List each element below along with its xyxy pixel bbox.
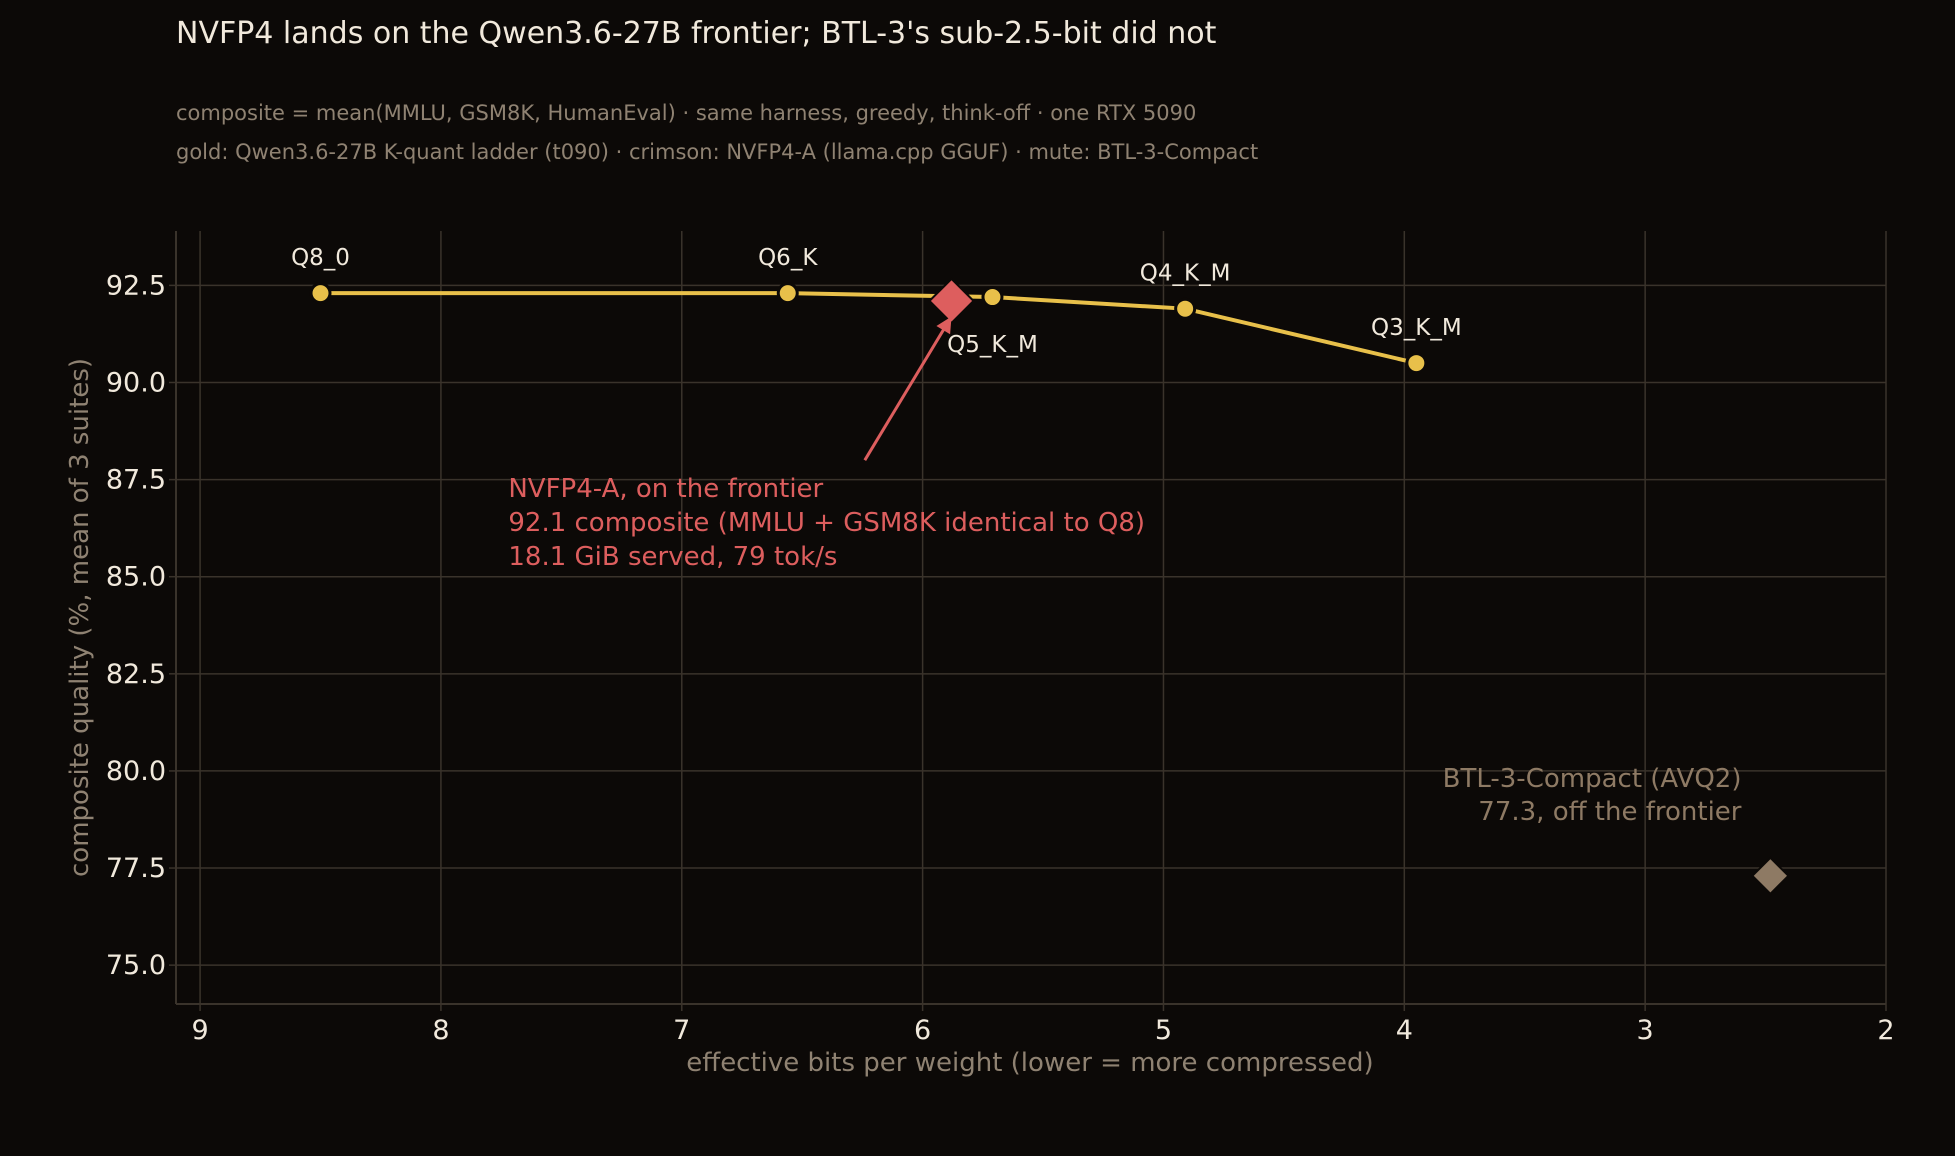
frontier-point: [309, 282, 332, 305]
nvfp4-annotation-line: NVFP4-A, on the frontier: [508, 474, 823, 504]
x-tick-label: 7: [673, 1015, 690, 1046]
frontier-point-label: Q6_K: [758, 245, 818, 271]
btl3-annotation-line: BTL-3-Compact (AVQ2): [1443, 764, 1742, 794]
frontier-line: [320, 291, 1417, 366]
frontier-point-label: Q4_K_M: [1140, 261, 1231, 287]
x-tick-label: 9: [191, 1015, 208, 1046]
y-tick-label: 75.0: [106, 950, 166, 981]
frontier-point: [981, 286, 1004, 309]
y-tick-label: 82.5: [106, 659, 166, 690]
btl3-marker: [1750, 856, 1790, 896]
nvfp4-marker: [928, 277, 975, 325]
annotation-arrow-shaft: [863, 315, 953, 461]
chart-title: NVFP4 lands on the Qwen3.6-27B frontier;…: [176, 16, 1217, 51]
chart-subtitle-line-2: gold: Qwen3.6-27B K-quant ladder (t090) …: [176, 140, 1259, 164]
x-tick-label: 2: [1877, 1015, 1894, 1046]
y-tick-label: 77.5: [106, 853, 166, 884]
frontier-point-label: Q8_0: [291, 245, 350, 271]
y-tick-label: 90.0: [106, 367, 166, 398]
frontier-point: [1174, 297, 1197, 320]
y-tick-label: 85.0: [106, 562, 166, 593]
x-axis-label: effective bits per weight (lower = more …: [686, 1048, 1373, 1078]
x-tick-label: 6: [914, 1015, 931, 1046]
y-tick-label: 87.5: [106, 465, 166, 496]
chart-subtitle-line-1: composite = mean(MMLU, GSM8K, HumanEval)…: [176, 101, 1197, 125]
x-tick-label: 3: [1637, 1015, 1654, 1046]
frontier-point-label: Q5_K_M: [947, 332, 1038, 358]
x-tick-label: 8: [432, 1015, 449, 1046]
nvfp4-annotation-line: 18.1 GiB served, 79 tok/s: [508, 542, 837, 572]
x-tick-label: 4: [1396, 1015, 1413, 1046]
frontier-point: [776, 282, 799, 305]
y-tick-label: 92.5: [106, 270, 166, 301]
btl3-annotation-line: 77.3, off the frontier: [1478, 797, 1742, 827]
frontier-point-label: Q3_K_M: [1371, 315, 1462, 341]
y-tick-label: 80.0: [106, 756, 166, 787]
nvfp4-annotation-line: 92.1 composite (MMLU + GSM8K identical t…: [508, 508, 1145, 538]
x-tick-label: 5: [1155, 1015, 1172, 1046]
y-axis-label: composite quality (%, mean of 3 suites): [65, 358, 95, 877]
annotation-arrow-head: [936, 316, 952, 335]
frontier-point: [1405, 352, 1428, 375]
